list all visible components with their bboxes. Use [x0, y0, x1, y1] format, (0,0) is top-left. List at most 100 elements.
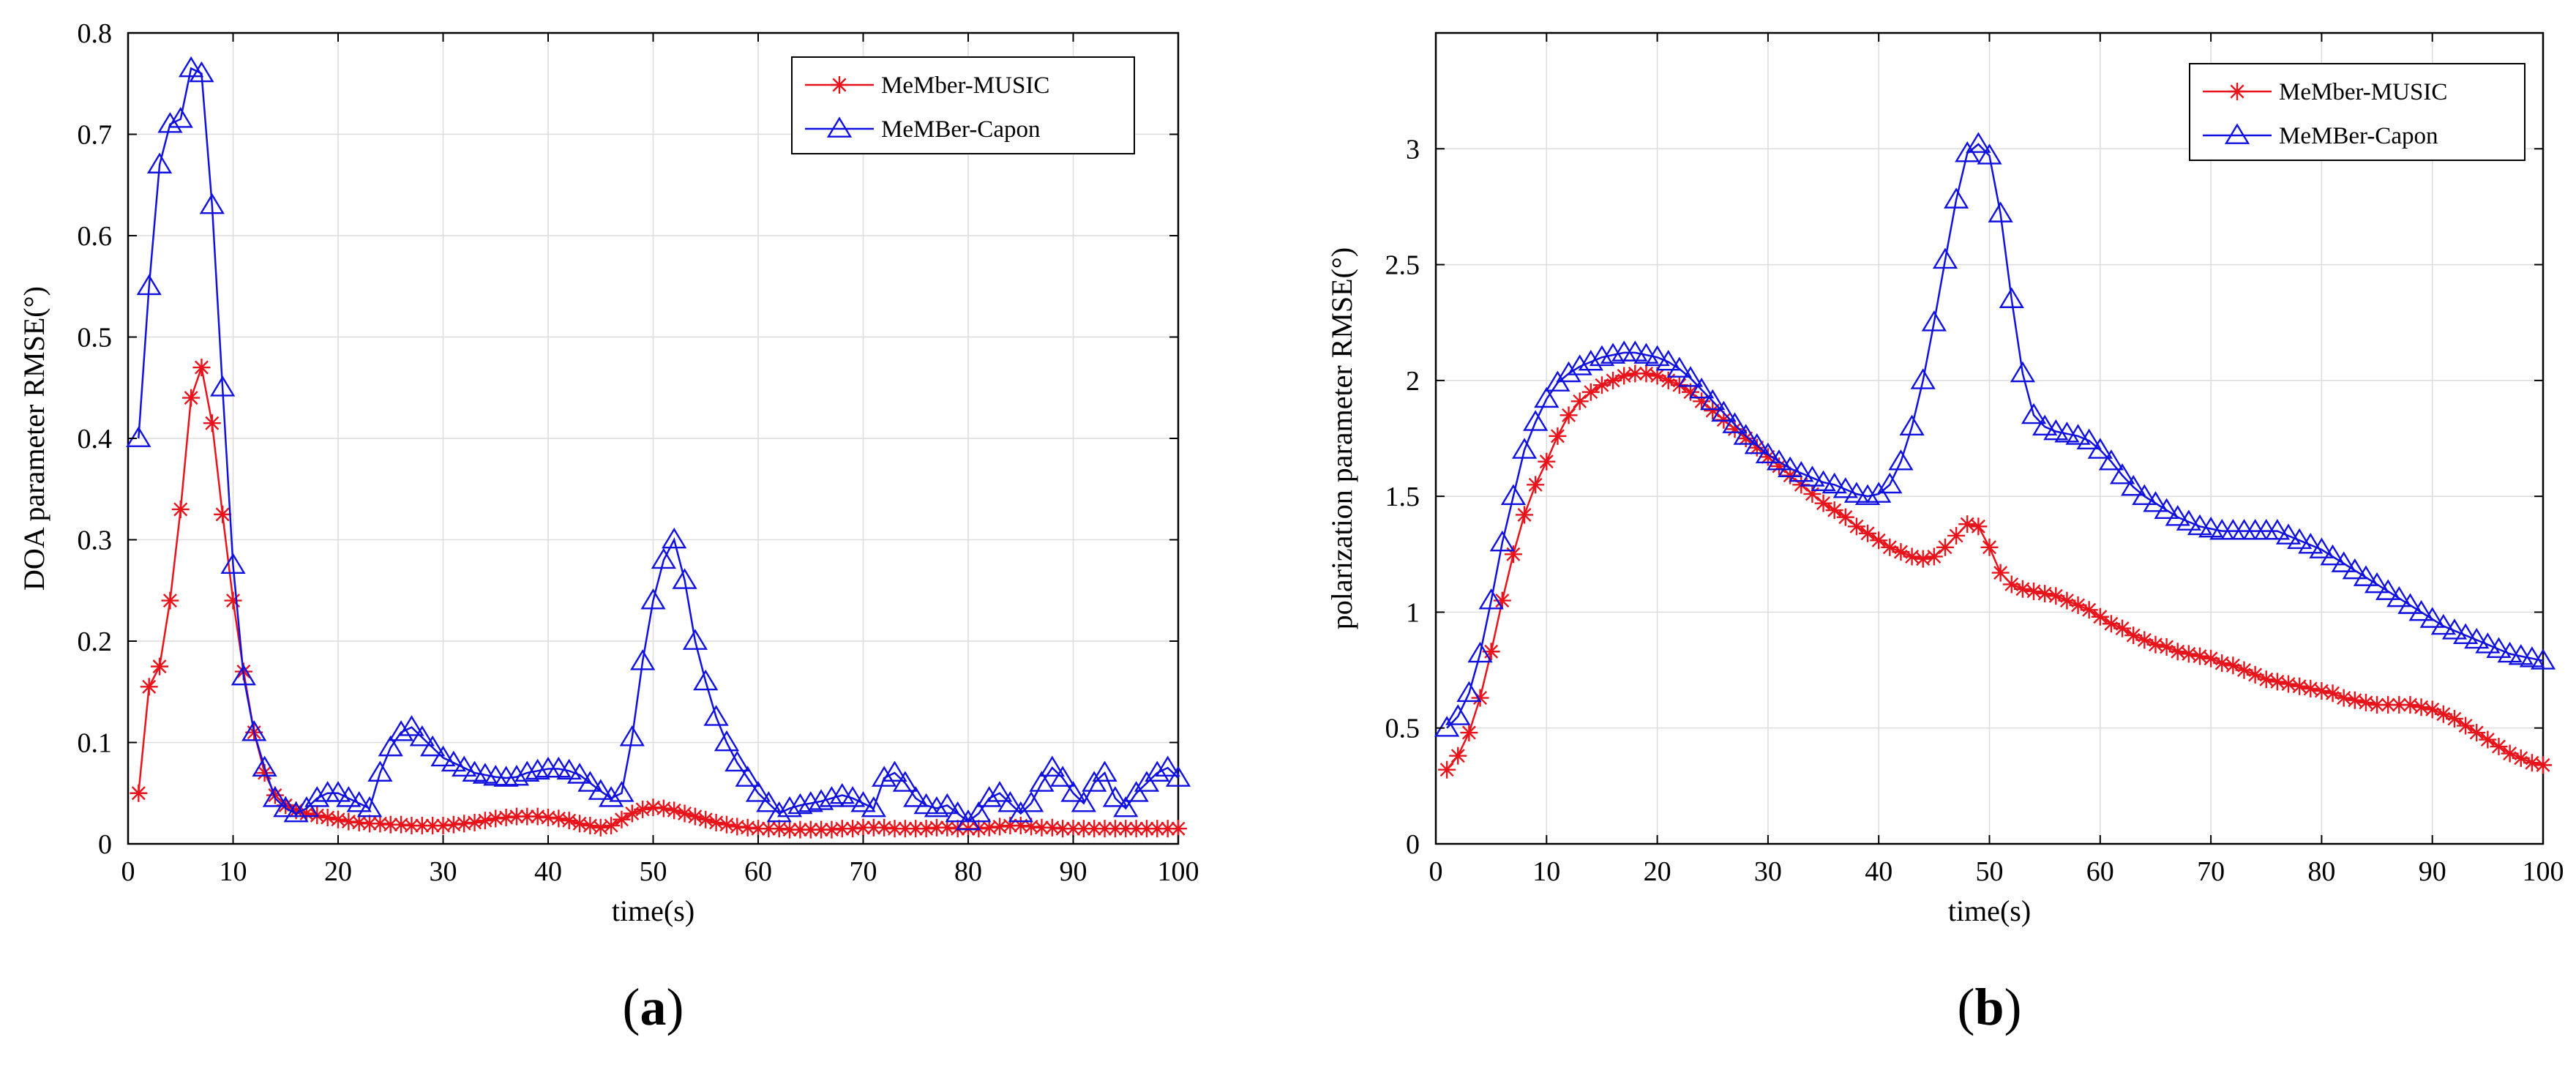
data-point-asterisk: [1836, 508, 1854, 526]
data-point-asterisk: [2523, 754, 2541, 772]
data-point-triangle: [808, 789, 834, 810]
x-tick-label: 60: [2086, 856, 2114, 887]
data-point-triangle: [798, 791, 823, 812]
data-point-asterisk: [2036, 585, 2054, 603]
data-point-asterisk: [686, 807, 704, 826]
data-point-triangle: [2397, 593, 2423, 614]
data-point-asterisk: [697, 810, 715, 828]
ticks-a: 0 10 20 30 40 50 60 70 80 90 100 0 0.1 0.2 0.3 0.4 0.5 0.…: [78, 18, 1199, 887]
data-point-triangle: [2187, 514, 2213, 536]
data-point-asterisk: [1870, 531, 1888, 550]
data-point-triangle: [199, 192, 225, 214]
data-point-triangle: [2087, 438, 2113, 459]
data-point-asterisk: [130, 784, 148, 802]
data-point-triangle: [399, 715, 424, 736]
data-point-triangle: [1988, 201, 2013, 222]
x-tick-label: 50: [1976, 856, 2004, 887]
data-point-asterisk: [1803, 485, 1821, 503]
data-point-triangle: [2043, 419, 2069, 441]
data-point-asterisk: [675, 804, 694, 823]
data-point-asterisk: [2013, 580, 2032, 598]
y-axis-label-b: polarization parameter RMSE(°): [1325, 247, 1358, 629]
data-point-triangle: [651, 547, 676, 569]
data-point-asterisk: [2113, 619, 2132, 637]
data-point-triangle: [787, 793, 813, 815]
data-point-triangle: [1999, 287, 2024, 308]
y-tick-label: 1: [1406, 597, 1420, 628]
data-point-triangle: [1966, 132, 1991, 153]
data-point-triangle: [872, 766, 897, 787]
y-tick-label: 0.8: [78, 18, 113, 49]
data-point-asterisk: [1527, 476, 1545, 494]
data-point-triangle: [588, 779, 613, 800]
data-point-asterisk: [1825, 501, 1843, 520]
data-point-asterisk: [1958, 515, 1977, 534]
data-point-asterisk: [214, 505, 232, 523]
data-point-triangle: [420, 735, 446, 757]
data-point-triangle: [2231, 519, 2257, 540]
data-point-triangle: [1155, 755, 1180, 777]
data-point-triangle: [2176, 509, 2201, 531]
panel-label-close-a: ): [667, 978, 684, 1036]
data-point-asterisk: [2445, 710, 2463, 728]
data-point-asterisk: [2179, 645, 2198, 663]
data-point-triangle: [976, 786, 1002, 807]
panel-label-close-b: ): [2004, 978, 2022, 1036]
x-tick-label: 30: [430, 856, 457, 887]
data-point-triangle: [252, 755, 277, 777]
data-point-triangle: [997, 791, 1023, 812]
data-point-triangle: [2452, 623, 2479, 644]
data-point-triangle: [2475, 632, 2501, 654]
legend-box-a: [791, 56, 1135, 154]
data-point-triangle: [168, 107, 193, 128]
legend-asterisk-mark: [2228, 83, 2246, 100]
data-point-triangle: [640, 588, 666, 610]
data-point-triangle: [1711, 400, 1737, 422]
data-point-triangle: [1888, 449, 1914, 471]
data-point-triangle: [724, 750, 750, 772]
data-point-triangle: [2065, 424, 2091, 445]
y-tick-label: 0.5: [1385, 714, 1420, 744]
data-point-triangle: [2309, 537, 2334, 558]
data-point-triangle: [1644, 345, 1670, 367]
data-point-triangle: [1821, 472, 1847, 494]
data-point-asterisk: [2291, 677, 2309, 695]
data-point-triangle: [1039, 755, 1065, 777]
data-point-triangle: [1456, 681, 1482, 703]
data-point-triangle: [1899, 414, 1925, 436]
data-point-asterisk: [1847, 517, 1865, 536]
data-point-triangle: [2109, 463, 2135, 485]
data-point-triangle: [2508, 643, 2534, 665]
data-point-triangle: [662, 527, 687, 549]
data-point-triangle: [1854, 484, 1881, 506]
data-point-asterisk: [1991, 564, 2010, 582]
data-point-triangle: [1050, 766, 1076, 787]
legend-triangle-icon-b: [2224, 123, 2250, 144]
y-tick-label: 1.5: [1385, 482, 1420, 512]
legend-box-b: [2189, 63, 2526, 161]
data-point-triangle: [935, 793, 960, 815]
x-tick-label: 90: [2419, 856, 2446, 887]
data-point-asterisk: [2313, 682, 2331, 700]
data-point-triangle: [1811, 470, 1836, 492]
data-point-asterisk: [854, 818, 872, 837]
data-point-triangle: [2353, 565, 2379, 586]
panel-label-letter-a: a: [640, 978, 667, 1036]
data-point-triangle: [1633, 343, 1659, 364]
data-point-triangle: [682, 629, 708, 650]
data-point-triangle: [2220, 519, 2246, 540]
data-point-asterisk: [224, 591, 242, 610]
data-point-triangle: [2386, 585, 2412, 607]
data-point-asterisk: [2334, 689, 2353, 707]
data-point-asterisk: [1925, 547, 1943, 566]
data-point-triangle: [1744, 433, 1770, 454]
legend-label-music-b: MeMber-MUSIC: [2279, 79, 2447, 105]
data-point-asterisk: [2246, 665, 2264, 684]
data-point-triangle: [1666, 356, 1692, 378]
legend-label-capon-a: MeMBer-Capon: [881, 116, 1040, 143]
data-point-triangle: [2143, 491, 2168, 512]
panel-label-open-a: (: [623, 978, 640, 1036]
ticks-b: 0 10 20 30 40 50 60 70 80 90 100 0 0.5 1 1.5 2 2.5 3: [1385, 33, 2564, 887]
data-point-asterisk: [801, 820, 820, 839]
